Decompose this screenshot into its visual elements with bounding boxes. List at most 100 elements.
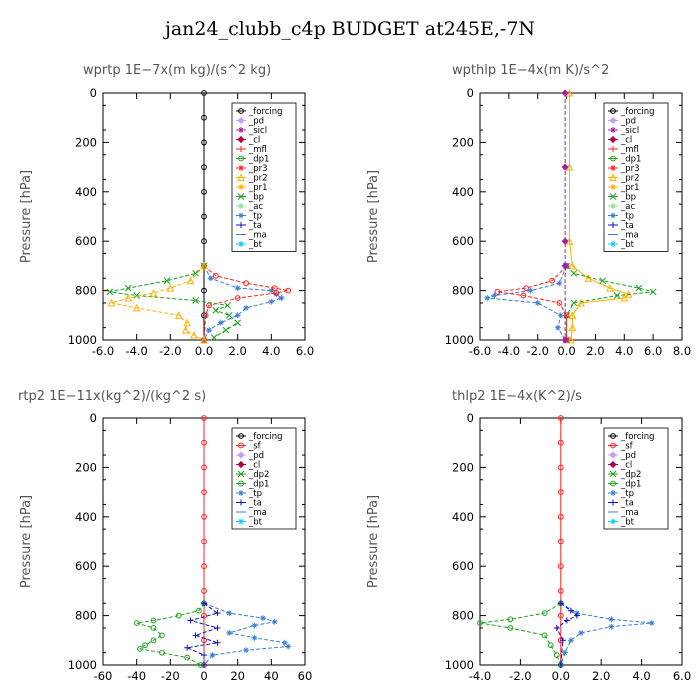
x-tick-label: -4.0: [498, 344, 520, 358]
data-point: [557, 538, 564, 545]
chart-panel-0: wprtp 1E−7x(m kg)/(s^2 kg) Pressure [hPa]…: [19, 63, 314, 358]
data-point: [137, 646, 143, 652]
chart-panel-2: rtp2 1E−11x(kg^2)/(kg^2 s) Pressure [hPa]…: [18, 389, 312, 683]
legend-label: _ta: [620, 499, 634, 509]
data-point: [201, 513, 207, 520]
legend-marker: [238, 146, 244, 152]
x-tick-label: 6.0: [673, 669, 691, 683]
data-point: [150, 617, 157, 624]
y-tick-label: 0: [467, 411, 474, 425]
legend-marker: [238, 222, 244, 228]
data-point: [507, 616, 514, 623]
legend-label: _dp1: [248, 155, 269, 165]
data-point: [608, 623, 615, 630]
legend-label: _dp1: [620, 480, 641, 490]
legend-label: _pd: [620, 451, 636, 461]
legend-marker: [237, 116, 245, 125]
legend-label: _bt: [620, 240, 635, 250]
legend-label: _pd: [620, 117, 636, 127]
legend-label: _bt: [248, 518, 263, 528]
data-point: [174, 311, 183, 319]
data-point: [268, 287, 275, 294]
data-point: [201, 563, 207, 570]
data-point: [200, 261, 208, 270]
data-point: [251, 634, 258, 641]
series-line: [556, 602, 578, 666]
data-point: [557, 513, 564, 520]
legend-label: _forcing: [248, 432, 283, 442]
data-point: [192, 297, 199, 304]
y-tick-label: 800: [452, 609, 474, 623]
y-tick-label: 1000: [68, 333, 97, 347]
x-tick-label: -20: [161, 669, 180, 683]
legend-marker: [610, 433, 616, 439]
data-point: [541, 632, 548, 639]
data-point: [196, 607, 202, 614]
plot-frame: [479, 417, 683, 666]
legend-marker: [609, 116, 617, 125]
x-tick-label: 20: [230, 669, 245, 683]
y-tick-label: 0: [90, 411, 97, 425]
legend-label: _mfl: [248, 145, 267, 155]
y-tick-label: 400: [75, 510, 97, 524]
data-point: [150, 637, 157, 644]
data-point: [234, 295, 241, 301]
data-point: [271, 285, 278, 292]
data-point: [184, 654, 191, 661]
data-point: [224, 302, 231, 309]
y-tick-label: 200: [452, 460, 474, 474]
legend-marker: [238, 241, 244, 247]
y-axis-label: Pressure [hPa]: [366, 495, 381, 588]
legend-label: _dp1: [248, 480, 269, 490]
data-point: [225, 311, 233, 319]
legend-label: _cl: [248, 136, 260, 146]
series-line: [568, 93, 630, 341]
data-point: [201, 139, 207, 146]
data-point: [214, 610, 221, 617]
y-tick-label: 200: [75, 135, 97, 149]
series-line: [185, 602, 220, 665]
legend-marker: [238, 184, 244, 190]
data-point: [234, 312, 241, 319]
legend-marker: [238, 490, 244, 496]
data-point: [570, 269, 578, 277]
data-point: [201, 538, 207, 545]
data-point: [212, 307, 220, 314]
x-tick-label: -60: [94, 669, 113, 683]
data-point: [273, 291, 280, 298]
data-point: [649, 288, 657, 296]
legend-label: _forcing: [248, 107, 283, 117]
data-point: [556, 280, 563, 287]
legend-marker: [610, 241, 616, 247]
x-tick-label: 2.0: [229, 344, 247, 358]
legend-marker: [610, 442, 616, 449]
y-axis-label: Pressure [hPa]: [19, 170, 34, 263]
data-point: [568, 311, 577, 319]
series-line: [560, 602, 652, 666]
legend-label: _ma: [248, 508, 267, 518]
legend-marker: [610, 127, 616, 133]
chart-panel-3: thlp2 1E−4x(K^2)/s Pressure [hPa] 0 200 400 6…: [366, 389, 691, 683]
data-point: [285, 643, 292, 650]
data-point: [234, 319, 242, 327]
y-tick-label: 1000: [445, 333, 474, 347]
data-point: [491, 292, 498, 299]
legend-label: _bp: [620, 193, 636, 203]
y-tick-label: 800: [452, 284, 474, 298]
legend-marker: [238, 155, 244, 162]
y-axis-label: Pressure [hPa]: [19, 495, 34, 588]
data-point: [568, 261, 577, 270]
data-point: [563, 617, 570, 624]
data-point: [166, 284, 175, 292]
legend-label: _bp: [248, 193, 264, 203]
legend-marker: [609, 193, 617, 200]
data-point: [561, 237, 569, 245]
x-tick-label: 6.0: [644, 344, 662, 358]
data-point: [201, 652, 207, 659]
legend-label: _forcing: [620, 107, 655, 117]
legend-marker: [237, 460, 245, 469]
legend-label: _ac: [620, 202, 635, 212]
legend-label: _ac: [248, 202, 263, 212]
chart-title: rtp2 1E−11x(kg^2)/(kg^2 s): [18, 389, 206, 404]
